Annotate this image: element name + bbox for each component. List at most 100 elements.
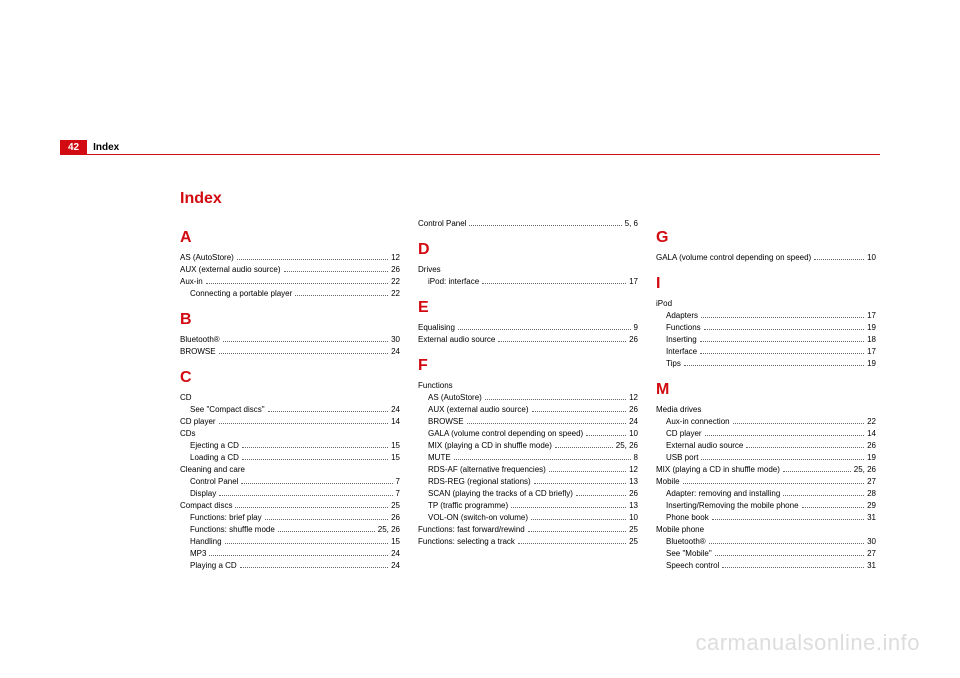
leader-dots	[469, 225, 621, 226]
leader-dots	[733, 423, 865, 424]
index-letter: C	[180, 366, 400, 390]
leader-dots	[576, 495, 626, 496]
index-entry-page: 22	[867, 416, 876, 428]
index-entry-page: 14	[867, 428, 876, 440]
index-entry-label: AUX (external audio source)	[428, 404, 529, 416]
leader-dots	[278, 531, 375, 532]
index-entry: USB port19	[656, 452, 876, 464]
leader-dots	[709, 543, 864, 544]
index-entry: BROWSE 24	[418, 416, 638, 428]
leader-dots	[295, 295, 388, 296]
page-number: 42	[60, 140, 87, 155]
leader-dots	[242, 459, 388, 460]
index-entry-label: BROWSE	[428, 416, 464, 428]
index-entry: Functions: brief play26	[180, 512, 400, 524]
index-column-1: AAS (AutoStore)12AUX (external audio sou…	[180, 218, 400, 572]
index-letter: B	[180, 308, 400, 332]
leader-dots	[206, 283, 388, 284]
index-entry: Playing a CD24	[180, 560, 400, 572]
index-entry: MIX (playing a CD in shuffle mode)25, 26	[656, 464, 876, 476]
index-entry-page: 13	[629, 500, 638, 512]
index-entry-page: 25, 26	[616, 440, 638, 452]
index-entry: Functions 19	[656, 322, 876, 334]
index-entry: Mobile phone	[656, 524, 876, 536]
index-entry: MUTE8	[418, 452, 638, 464]
index-entry: External audio source26	[656, 440, 876, 452]
leader-dots	[783, 471, 851, 472]
index-entry-label: Ejecting a CD	[190, 440, 239, 452]
index-entry-label: CD	[180, 392, 192, 404]
leader-dots	[549, 471, 626, 472]
index-entry-label: Control Panel	[190, 476, 238, 488]
index-entry: Phone book31	[656, 512, 876, 524]
index-entry-page: 7	[396, 488, 400, 500]
leader-dots	[534, 483, 626, 484]
index-entry-page: 28	[867, 488, 876, 500]
index-entry-label: USB port	[666, 452, 698, 464]
index-entry: Media drives	[656, 404, 876, 416]
index-entry: Compact discs25	[180, 500, 400, 512]
index-entry: VOL-ON (switch-on volume)10	[418, 512, 638, 524]
leader-dots	[531, 519, 626, 520]
leader-dots	[235, 507, 388, 508]
index-letter: D	[418, 238, 638, 262]
index-entry: MIX (playing a CD in shuffle mode) 25, 26	[418, 440, 638, 452]
index-entry-page: 14	[391, 416, 400, 428]
leader-dots	[528, 531, 626, 532]
leader-dots	[705, 435, 865, 436]
leader-dots	[704, 329, 864, 330]
index-entry-label: Functions: brief play	[190, 512, 262, 524]
leader-dots	[555, 447, 613, 448]
index-entry-label: Loading a CD	[190, 452, 239, 464]
index-entry: Bluetooth®30	[180, 334, 400, 346]
index-entry-label: Aux-in connection	[666, 416, 730, 428]
index-entry-page: 19	[867, 322, 876, 334]
index-entry-page: 24	[629, 416, 638, 428]
header-divider	[60, 154, 880, 155]
leader-dots	[482, 283, 626, 284]
index-entry: CD player 14	[180, 416, 400, 428]
leader-dots	[684, 365, 864, 366]
index-entry: Control Panel 7	[180, 476, 400, 488]
index-entry-label: See "Mobile"	[666, 548, 712, 560]
index-entry-page: 26	[629, 488, 638, 500]
index-entry-page: 30	[867, 536, 876, 548]
index-entry-page: 18	[867, 334, 876, 346]
index-entry-label: GALA (volume control depending on speed)	[428, 428, 583, 440]
index-letter: E	[418, 296, 638, 320]
leader-dots	[722, 567, 864, 568]
leader-dots	[498, 341, 626, 342]
index-entry-label: External audio source	[666, 440, 743, 452]
index-entry: iPod	[656, 298, 876, 310]
index-entry-label: Functions: fast forward/rewind	[418, 524, 525, 536]
index-entry-page: 15	[391, 440, 400, 452]
index-entry-label: See "Compact discs"	[190, 404, 265, 416]
index-entry-page: 26	[629, 404, 638, 416]
index-entry: Cleaning and care	[180, 464, 400, 476]
index-entry-page: 27	[867, 548, 876, 560]
leader-dots	[511, 507, 626, 508]
leader-dots	[701, 317, 864, 318]
index-entry: GALA (volume control depending on speed)…	[656, 252, 876, 264]
index-entry-page: 22	[391, 276, 400, 288]
index-entry-label: MIX (playing a CD in shuffle mode)	[428, 440, 552, 452]
index-entry-label: Inserting	[666, 334, 697, 346]
index-entry-page: 17	[867, 346, 876, 358]
index-entry-label: Functions	[666, 322, 701, 334]
index-entry-label: CDs	[180, 428, 196, 440]
index-entry-page: 15	[391, 536, 400, 548]
leader-dots	[814, 259, 864, 260]
index-entry: Mobile27	[656, 476, 876, 488]
index-entry: RDS-REG (regional stations)13	[418, 476, 638, 488]
leader-dots	[219, 353, 389, 354]
index-entry-page: 17	[867, 310, 876, 322]
index-entry-page: 7	[396, 476, 400, 488]
index-entry: Functions	[418, 380, 638, 392]
index-entry: See "Compact discs"24	[180, 404, 400, 416]
index-entry-label: CD player	[180, 416, 216, 428]
index-entry-label: Cleaning and care	[180, 464, 245, 476]
index-entry: MP324	[180, 548, 400, 560]
leader-dots	[241, 483, 392, 484]
index-entry: iPod: interface17	[418, 276, 638, 288]
index-letter: I	[656, 272, 876, 296]
